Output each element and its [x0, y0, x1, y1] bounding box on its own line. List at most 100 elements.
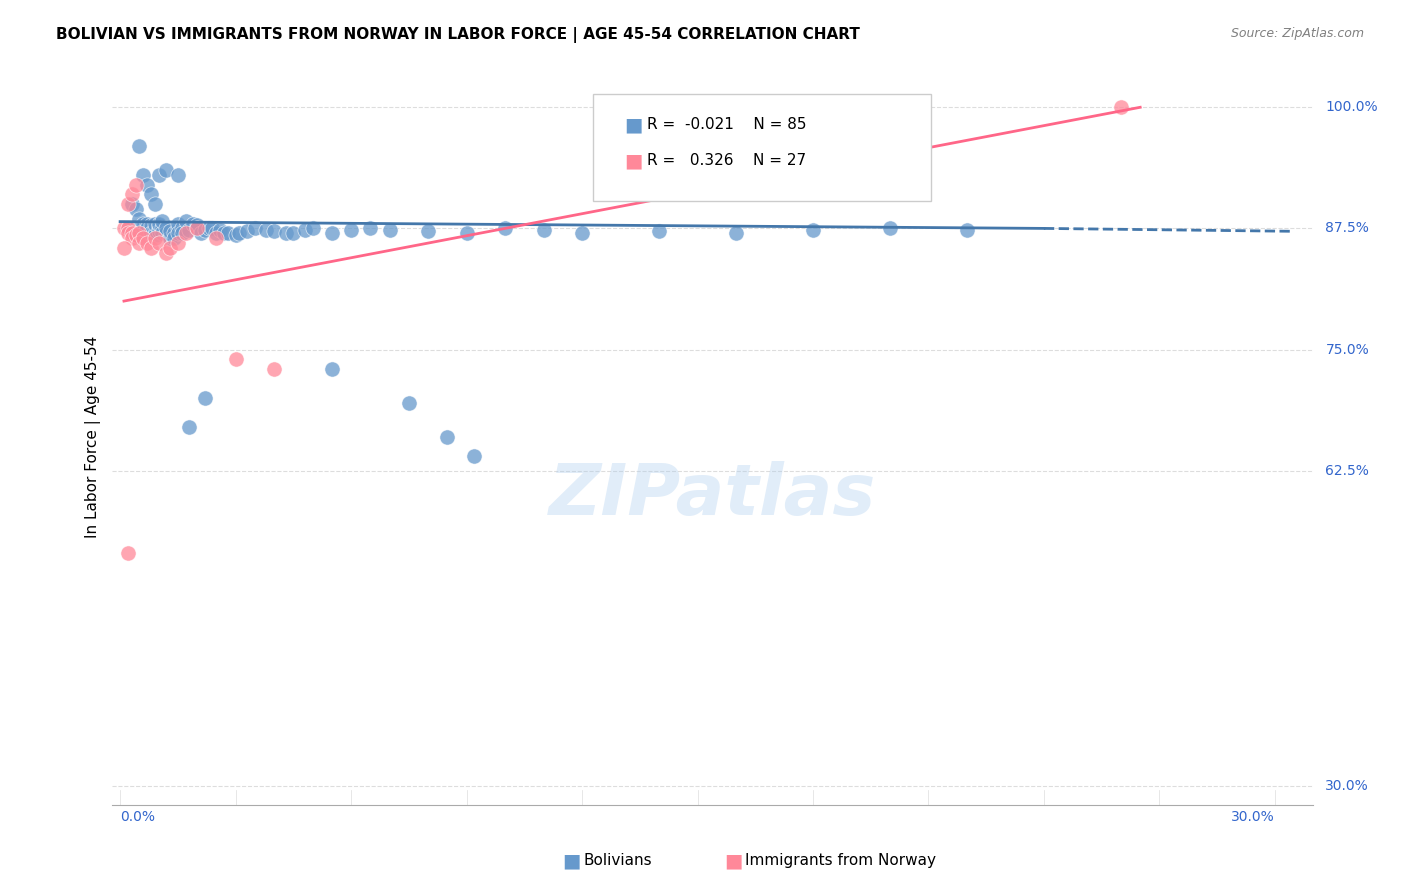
Bolivians	[456, 226, 478, 240]
Bolivians	[159, 224, 181, 238]
Text: ■: ■	[624, 115, 643, 135]
Bolivians	[148, 224, 170, 238]
Text: 30.0%: 30.0%	[1326, 779, 1369, 793]
Bolivians	[139, 221, 162, 235]
Immigrants from Norway	[166, 235, 188, 250]
Bolivians	[166, 168, 188, 182]
Bolivians	[152, 226, 174, 240]
Bolivians	[571, 226, 593, 240]
Text: ■: ■	[562, 851, 581, 871]
Bolivians	[136, 217, 159, 231]
Bolivians	[121, 197, 143, 211]
Immigrants from Norway	[263, 362, 285, 376]
Bolivians	[139, 226, 162, 240]
Text: 0.0%: 0.0%	[120, 810, 155, 824]
Bolivians	[148, 221, 170, 235]
Bolivians	[243, 221, 266, 235]
Bolivians	[283, 226, 305, 240]
Bolivians	[212, 226, 235, 240]
Bolivians	[148, 217, 170, 231]
Immigrants from Norway	[124, 228, 146, 243]
Text: Source: ZipAtlas.com: Source: ZipAtlas.com	[1230, 27, 1364, 40]
Bolivians	[416, 224, 439, 238]
Bolivians	[179, 420, 201, 434]
Bolivians	[378, 223, 401, 237]
Immigrants from Norway	[117, 197, 139, 211]
Bolivians	[148, 168, 170, 182]
Bolivians	[143, 221, 166, 235]
Bolivians	[194, 391, 217, 405]
Bolivians	[155, 221, 177, 235]
Bolivians	[163, 231, 186, 245]
Bolivians	[166, 217, 188, 231]
Bolivians	[321, 362, 343, 376]
Bolivians	[801, 223, 824, 237]
Text: 87.5%: 87.5%	[1326, 221, 1369, 235]
Bolivians	[274, 226, 297, 240]
Bolivians	[194, 223, 217, 237]
Y-axis label: In Labor Force | Age 45-54: In Labor Force | Age 45-54	[86, 335, 101, 538]
Bolivians	[170, 221, 193, 235]
Immigrants from Norway	[128, 235, 150, 250]
Immigrants from Norway	[136, 235, 159, 250]
Bolivians	[148, 219, 170, 233]
Bolivians	[186, 221, 208, 235]
Text: 62.5%: 62.5%	[1326, 464, 1369, 477]
Text: 30.0%: 30.0%	[1232, 810, 1275, 824]
Bolivians	[163, 226, 186, 240]
Text: 100.0%: 100.0%	[1326, 100, 1378, 114]
Bolivians	[143, 228, 166, 243]
Immigrants from Norway	[186, 221, 208, 235]
Bolivians	[128, 139, 150, 153]
Bolivians	[301, 221, 323, 235]
Bolivians	[186, 219, 208, 233]
Immigrants from Norway	[225, 352, 247, 367]
Bolivians	[294, 223, 316, 237]
Immigrants from Norway	[117, 226, 139, 240]
Immigrants from Norway	[128, 226, 150, 240]
Bolivians	[139, 187, 162, 202]
Text: BOLIVIAN VS IMMIGRANTS FROM NORWAY IN LABOR FORCE | AGE 45-54 CORRELATION CHART: BOLIVIAN VS IMMIGRANTS FROM NORWAY IN LA…	[56, 27, 860, 43]
Bolivians	[254, 223, 277, 237]
Immigrants from Norway	[112, 241, 135, 255]
Text: 75.0%: 75.0%	[1326, 343, 1369, 357]
Bolivians	[124, 202, 146, 216]
Bolivians	[117, 221, 139, 235]
Immigrants from Norway	[132, 231, 155, 245]
Immigrants from Norway	[112, 221, 135, 235]
Bolivians	[340, 223, 363, 237]
Immigrants from Norway	[159, 241, 181, 255]
Bolivians	[228, 226, 250, 240]
Bolivians	[143, 217, 166, 231]
Bolivians	[170, 226, 193, 240]
Bolivians	[494, 221, 516, 235]
Immigrants from Norway	[143, 231, 166, 245]
Bolivians	[128, 211, 150, 226]
Text: ZIPatlas: ZIPatlas	[550, 461, 876, 530]
Bolivians	[179, 223, 201, 237]
Bolivians	[155, 163, 177, 178]
Bolivians	[197, 221, 219, 235]
Bolivians	[436, 430, 458, 444]
Text: ■: ■	[724, 851, 742, 871]
Text: Bolivians: Bolivians	[583, 854, 652, 868]
Bolivians	[209, 223, 232, 237]
Bolivians	[181, 217, 204, 231]
Immigrants from Norway	[155, 245, 177, 260]
Immigrants from Norway	[117, 221, 139, 235]
Immigrants from Norway	[139, 241, 162, 255]
Bolivians	[152, 213, 174, 227]
Bolivians	[205, 226, 228, 240]
Bolivians	[956, 223, 979, 237]
Bolivians	[463, 449, 485, 463]
Bolivians	[174, 213, 197, 227]
Bolivians	[132, 221, 155, 235]
Text: ■: ■	[624, 151, 643, 170]
Bolivians	[132, 168, 155, 182]
Bolivians	[166, 221, 188, 235]
Immigrants from Norway	[174, 226, 197, 240]
Bolivians	[398, 396, 420, 410]
Bolivians	[152, 221, 174, 235]
Bolivians	[533, 223, 555, 237]
Bolivians	[263, 224, 285, 238]
